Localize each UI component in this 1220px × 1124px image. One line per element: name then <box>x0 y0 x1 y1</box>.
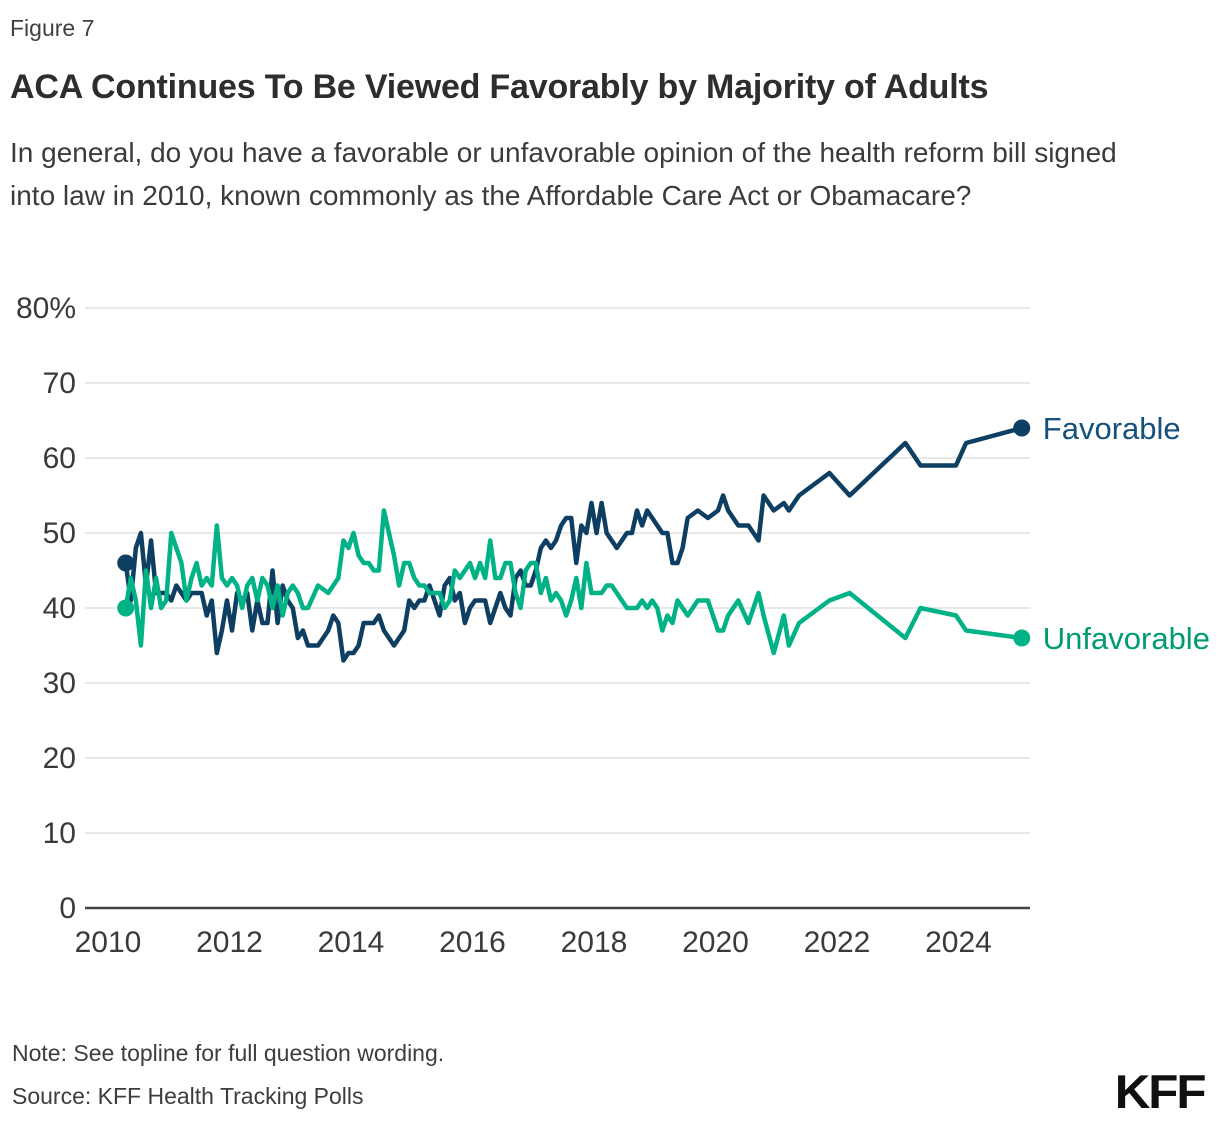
favorable-start-dot <box>117 554 135 572</box>
x-axis-tick-label: 2012 <box>196 926 263 959</box>
x-axis-tick-label: 2010 <box>75 926 142 959</box>
y-axis-tick-label: 20 <box>43 742 76 775</box>
favorable-series-label: Favorable <box>1043 411 1181 446</box>
x-axis-tick-label: 2020 <box>682 926 749 959</box>
x-axis-labels-group: 2010 2012 2014 2016 2018 2020 2022 2024 <box>75 926 992 959</box>
chart-subtitle: In general, do you have a favorable or u… <box>10 137 1117 211</box>
y-axis-labels-group: 80% 70 60 50 40 30 20 10 0 <box>16 292 76 925</box>
x-axis-tick-label: 2018 <box>561 926 628 959</box>
y-axis-tick-label: 0 <box>59 892 76 925</box>
x-axis-tick-label: 2014 <box>318 926 385 959</box>
x-axis-tick-label: 2024 <box>925 926 992 959</box>
page-title: ACA Continues To Be Viewed Favorably by … <box>10 68 989 106</box>
source-text: Source: KFF Health Tracking Polls <box>12 1083 364 1109</box>
y-axis-tick-label: 40 <box>43 592 76 625</box>
note-text: Note: See topline for full question word… <box>12 1040 445 1066</box>
y-axis-tick-label: 70 <box>43 367 76 400</box>
series-group: Favorable Unfavorable <box>117 411 1210 663</box>
x-axis-tick-label: 2016 <box>439 926 506 959</box>
kff-logo: KFF <box>1114 1065 1206 1118</box>
favorable-line <box>123 425 1025 663</box>
favorable-end-dot <box>1013 419 1031 437</box>
unfavorable-line <box>123 508 1025 656</box>
y-axis-tick-label: 30 <box>43 667 76 700</box>
unfavorable-series-label: Unfavorable <box>1043 621 1210 656</box>
y-axis-tick-label: 80% <box>16 292 76 325</box>
unfavorable-start-dot <box>117 599 135 617</box>
y-axis-tick-label: 50 <box>43 517 76 550</box>
gridlines-group <box>85 307 1030 910</box>
y-axis-tick-label: 60 <box>43 442 76 475</box>
figure-label: Figure 7 <box>10 15 95 41</box>
x-axis-tick-label: 2022 <box>804 926 871 959</box>
y-axis-tick-label: 10 <box>43 817 76 850</box>
unfavorable-end-dot <box>1013 629 1031 647</box>
